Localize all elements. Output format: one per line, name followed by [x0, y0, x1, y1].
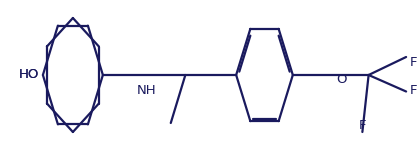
Text: O: O — [336, 73, 347, 86]
Text: HO: HO — [19, 69, 40, 81]
Text: F: F — [410, 84, 417, 96]
Text: F: F — [410, 57, 417, 69]
Text: F: F — [359, 119, 366, 132]
Text: NH: NH — [136, 84, 156, 96]
Text: HO: HO — [19, 69, 40, 81]
